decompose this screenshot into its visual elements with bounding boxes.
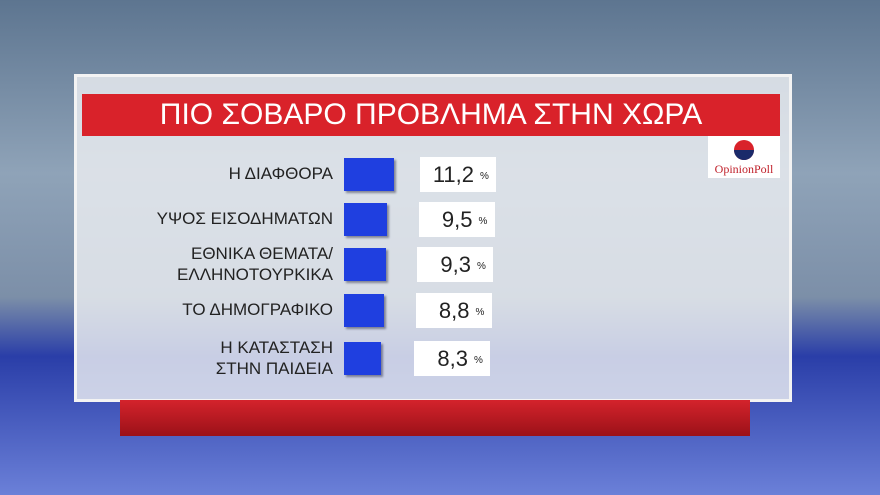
value-label: 11,2 — [432, 162, 474, 187]
value-label: 9,3 — [440, 252, 471, 277]
unit-label: % — [475, 307, 485, 318]
unit-label: % — [474, 355, 483, 366]
logo-text: OpinionPoll — [714, 162, 774, 176]
value-label: 8,8 — [438, 298, 470, 323]
value-label: 9,5 — [441, 207, 473, 232]
unit-label: % — [480, 171, 489, 182]
value-box — [414, 341, 490, 376]
value-label: 8,3 — [437, 346, 468, 371]
logo-icon — [734, 140, 754, 160]
category-label: ΤΟ ΔΗΜΟΓΡΑΦΙΚΟ — [182, 300, 333, 319]
bar — [344, 342, 382, 375]
category-label: Η ΚΑΤΑΣΤΑΣΗ ΣΤΗΝ ΠΑΙΔΕΙΑ — [215, 338, 333, 378]
unit-label: % — [477, 261, 486, 272]
category-label: Η ΔΙΑΦΘΟΡΑ — [228, 164, 333, 183]
value-box — [420, 157, 496, 192]
value-box — [417, 247, 493, 282]
unit-label: % — [478, 216, 488, 227]
logo: OpinionPoll — [708, 136, 780, 178]
category-label: ΕΘΝΙΚΑ ΘΕΜΑΤΑ/ ΕΛΛΗΝΟΤΟΥΡΚΙΚΑ — [177, 244, 333, 284]
category-label: ΥΨΟΣ ΕΙΣΟΔΗΜΑΤΩΝ — [156, 209, 333, 228]
bar — [344, 158, 395, 191]
bar — [344, 294, 384, 327]
value-box — [415, 293, 492, 328]
bar — [344, 248, 386, 281]
chart-title: ΠΙΟ ΣΟΒΑΡΟ ΠΡΟΒΛΗΜΑ ΣΤΗΝ ΧΩΡΑ — [82, 94, 780, 136]
panel-base — [120, 400, 750, 436]
bar — [344, 203, 387, 236]
value-box — [418, 202, 495, 237]
